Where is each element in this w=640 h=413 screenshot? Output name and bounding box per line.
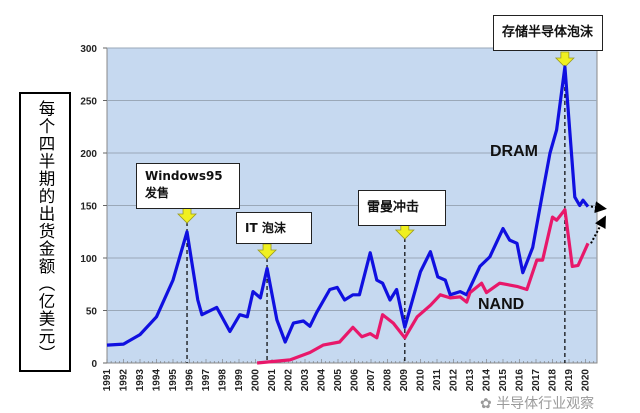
x-tick-label: 2019 (564, 369, 575, 392)
x-tick-label: 2004 (317, 369, 328, 392)
x-tick-label: 2017 (531, 369, 542, 392)
x-tick-label: 2015 (498, 369, 509, 392)
x-tick-label: 2007 (366, 369, 377, 392)
y-tick-label: 0 (91, 359, 97, 370)
series-label-nand: NAND (478, 296, 525, 313)
x-tick-label: 1991 (102, 369, 113, 392)
watermark-text: 半导体行业观察 (496, 396, 595, 412)
series-line-dram (106, 65, 590, 347)
x-tick-label: 2006 (350, 369, 361, 392)
y-tick-label: 250 (80, 97, 97, 108)
x-tick-label: 1996 (185, 369, 196, 392)
x-tick-label: 2020 (581, 369, 592, 392)
x-tick-label: 2011 (432, 369, 443, 391)
x-tick-label: 2000 (251, 369, 262, 392)
x-tick-label: 2001 (267, 369, 278, 392)
annotation-memory-bubble: 存储半导体泡沫 (493, 15, 603, 51)
x-tick-label: 2008 (383, 369, 394, 392)
y-axis-label-box: 每个四半期的出货金额（亿美元） (19, 92, 71, 372)
x-tick-label: 2010 (416, 369, 427, 392)
x-tick-label: 2002 (284, 369, 295, 392)
x-tick-label: 1997 (201, 369, 212, 392)
x-tick-label: 2018 (548, 369, 559, 392)
watermark: ✿ 半导体行业观察 (480, 396, 594, 412)
trend-arrow (590, 215, 606, 244)
y-tick-label: 150 (80, 202, 97, 213)
annotation-lehman-text: 雷曼冲击 (367, 200, 420, 215)
annotation-it-bubble-text: IT 泡沫 (245, 221, 286, 235)
x-tick-label: 1998 (218, 369, 229, 392)
wechat-icon: ✿ (480, 396, 492, 412)
annotation-windows95-line2: 发售 (145, 186, 170, 200)
x-tick-label: 1993 (135, 369, 146, 392)
down-arrow-icon (177, 207, 197, 224)
series-label-dram: DRAM (490, 143, 538, 160)
x-tick-label: 1999 (234, 369, 245, 392)
x-tick-label: 1992 (119, 369, 130, 392)
down-arrow-icon (554, 51, 575, 68)
x-tick-label: 2009 (399, 369, 410, 392)
y-tick-label: 200 (80, 149, 97, 160)
y-tick-label: 50 (86, 307, 98, 318)
series-line-nand (256, 208, 590, 365)
x-tick-label: 2016 (515, 369, 526, 392)
annotation-it-bubble: IT 泡沫 (236, 212, 312, 244)
x-tick-label: 2014 (482, 369, 493, 392)
x-tick-label: 2003 (300, 369, 311, 392)
x-tick-label: 1995 (168, 369, 179, 392)
x-tick-label: 2005 (333, 369, 344, 392)
y-axis-label: 每个四半期的出货金额（亿美元） (36, 100, 55, 363)
down-arrow-icon (257, 243, 278, 260)
x-tick-label: 2012 (449, 369, 460, 392)
annotation-memory-bubble-text: 存储半导体泡沫 (502, 25, 594, 40)
annotation-windows95-line1: Windows95 (145, 169, 223, 183)
annotation-lehman: 雷曼冲击 (358, 190, 446, 226)
x-tick-label: 2013 (465, 369, 476, 392)
y-tick-label: 100 (80, 254, 97, 265)
annotation-windows95: Windows95 发售 (136, 163, 240, 209)
y-tick-label: 300 (80, 44, 97, 55)
x-tick-label: 1994 (152, 369, 163, 392)
